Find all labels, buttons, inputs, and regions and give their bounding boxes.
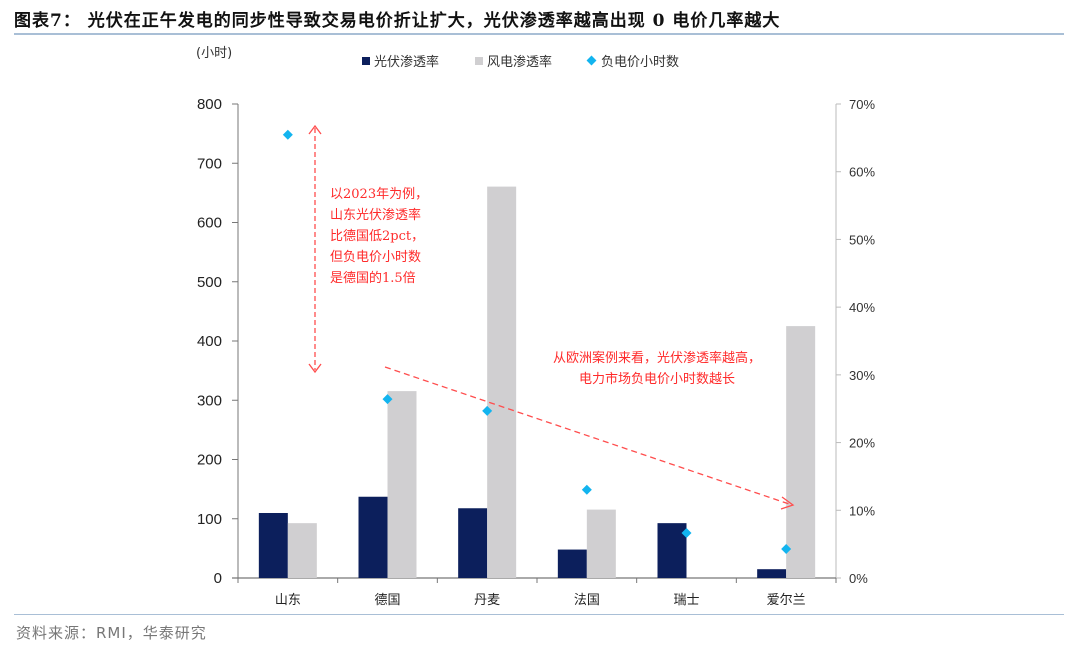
left-axis-tick-label: 400 bbox=[197, 333, 222, 350]
bar-wind-penetration bbox=[586, 509, 616, 578]
left-axis-tick-label: 300 bbox=[197, 392, 222, 409]
bar-wind-penetration bbox=[487, 186, 517, 578]
negative-price-hours-point bbox=[681, 527, 692, 538]
annotation-left: 以2023年为例， 山东光伏渗透率 比德国低2pct， 但负电价小时数 是德国的… bbox=[330, 187, 429, 286]
bar-solar-penetration bbox=[258, 512, 288, 578]
bars bbox=[258, 186, 816, 578]
bar-solar-penetration bbox=[657, 523, 687, 578]
right-axis-tick-label: 0% bbox=[849, 571, 868, 586]
x-axis-category-label: 丹麦 bbox=[474, 593, 500, 608]
legend-label: 风电渗透率 bbox=[487, 55, 553, 70]
left-axis-tick-label: 600 bbox=[197, 215, 222, 232]
title-divider bbox=[14, 33, 1064, 35]
right-axis-tick-label: 20% bbox=[849, 436, 875, 451]
right-axis-tick-label: 30% bbox=[849, 368, 875, 383]
left-axis-unit: (小时) bbox=[196, 46, 233, 61]
figure-title: 图表7： 光伏在正午发电的同步性导致交易电价折让扩大，光伏渗透率越高出现 0 电… bbox=[14, 11, 781, 31]
bar-wind-penetration bbox=[287, 523, 317, 578]
arrow-head-up-icon bbox=[308, 124, 322, 135]
trend-arrow-head-icon bbox=[780, 496, 795, 510]
negative-price-hours-point bbox=[282, 129, 293, 140]
legend-swatch-solar-icon bbox=[362, 56, 370, 65]
x-axis-category-label: 瑞士 bbox=[673, 593, 699, 608]
chart-legend: 光伏渗透率 风电渗透率 负电价小时数 bbox=[362, 51, 679, 70]
x-axis-category-label: 山东 bbox=[275, 593, 301, 608]
bar-wind-penetration bbox=[786, 326, 816, 578]
negative-price-hours-point bbox=[382, 394, 393, 405]
trend-arrow-line bbox=[384, 366, 793, 506]
right-axis-tick-label: 50% bbox=[849, 232, 875, 247]
x-axis-category-label: 爱尔兰 bbox=[767, 593, 806, 608]
annotation-right: 从欧洲案例来看，光伏渗透率越高， 电力市场负电价小时数越长 bbox=[552, 351, 761, 387]
negative-price-hours-point bbox=[781, 543, 792, 554]
x-axis-category-label: 法国 bbox=[574, 593, 600, 608]
legend-label: 负电价小时数 bbox=[601, 55, 680, 70]
x-axis-category-label: 德国 bbox=[374, 593, 400, 608]
negative-price-hours-point bbox=[581, 484, 592, 495]
axes: 0 100 200 300 400 500 600 700 800 0% 10% 20% 30% 40% 5… bbox=[197, 96, 875, 608]
scatter-points bbox=[282, 129, 792, 554]
bar-solar-penetration bbox=[458, 508, 488, 578]
legend-item-wind: 风电渗透率 bbox=[475, 51, 552, 70]
source-divider bbox=[14, 614, 1064, 615]
legend-swatch-wind-icon bbox=[475, 56, 484, 65]
bar-solar-penetration bbox=[358, 496, 388, 578]
left-axis-tick-label: 700 bbox=[197, 155, 222, 172]
right-axis-tick-label: 10% bbox=[849, 503, 875, 518]
arrow-head-down-icon bbox=[308, 363, 322, 374]
left-axis-tick-label: 500 bbox=[197, 274, 222, 291]
right-axis-tick-label: 70% bbox=[849, 97, 875, 112]
legend-label: 光伏渗透率 bbox=[374, 55, 440, 70]
bar-solar-penetration bbox=[557, 549, 587, 578]
negative-price-hours-point bbox=[482, 405, 493, 416]
annotation-arrows bbox=[308, 124, 795, 510]
bar-solar-penetration bbox=[757, 569, 787, 578]
legend-item-negative-price-hours: 负电价小时数 bbox=[586, 51, 680, 70]
legend-item-solar: 光伏渗透率 bbox=[362, 51, 439, 70]
source-note: 资料来源：RMI，华泰研究 bbox=[16, 624, 207, 642]
left-axis-tick-label: 200 bbox=[197, 452, 222, 469]
bar-wind-penetration bbox=[387, 391, 417, 578]
left-axis-tick-label: 100 bbox=[197, 511, 222, 528]
right-axis-tick-label: 40% bbox=[849, 300, 875, 315]
right-axis-tick-label: 60% bbox=[849, 165, 875, 180]
left-axis-tick-label: 0 bbox=[214, 570, 222, 587]
left-axis-tick-label: 800 bbox=[197, 96, 222, 113]
